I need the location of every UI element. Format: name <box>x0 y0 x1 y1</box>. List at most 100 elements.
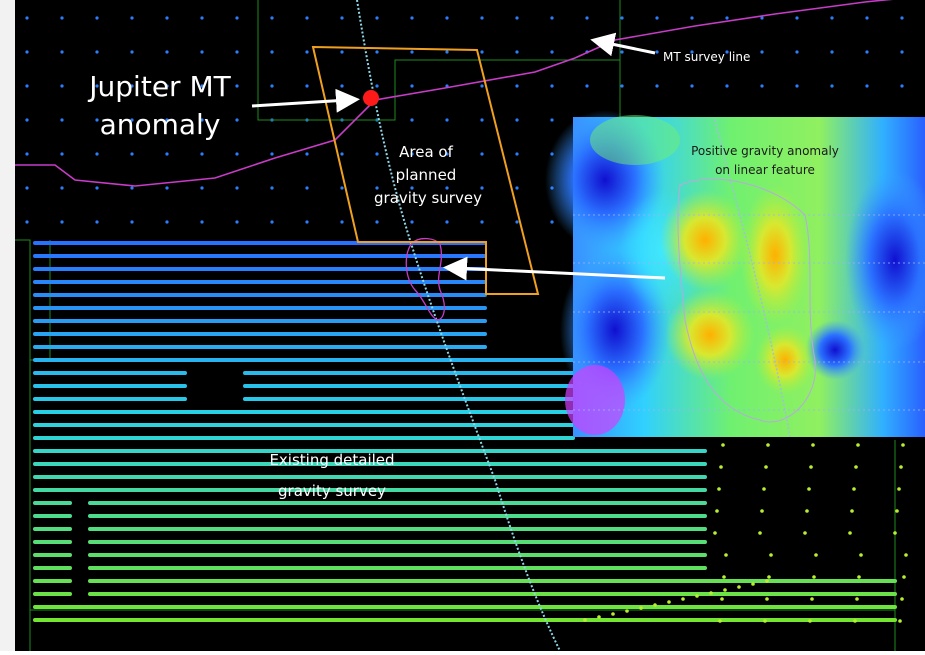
station-dot <box>814 553 818 557</box>
station-dot <box>60 152 64 156</box>
station-dot <box>165 84 169 88</box>
gravity-anomaly-inset <box>545 110 925 438</box>
station-dot <box>655 50 659 54</box>
station-dot <box>850 509 854 513</box>
station-dot <box>480 84 484 88</box>
station-dot <box>445 16 449 20</box>
station-dot <box>95 186 99 190</box>
station-dot <box>809 465 813 469</box>
station-dot <box>585 16 589 20</box>
station-dot <box>410 50 414 54</box>
station-dot <box>795 16 799 20</box>
station-dot <box>767 575 771 579</box>
station-dot <box>550 16 554 20</box>
station-dot <box>760 509 764 513</box>
station-dot <box>410 152 414 156</box>
station-dot <box>765 579 769 583</box>
mt-survey-line-label: MT survey line <box>663 50 750 64</box>
station-dot <box>723 588 727 592</box>
station-dot <box>853 619 857 623</box>
gravity-map: Jupiter MT anomaly MT survey line Area o… <box>15 0 925 652</box>
station-dot <box>305 152 309 156</box>
station-dot <box>620 16 624 20</box>
station-dot <box>515 16 519 20</box>
station-dot <box>760 16 764 20</box>
station-dot <box>893 531 897 535</box>
planned-area-label-line3: gravity survey <box>374 189 482 207</box>
station-dot <box>340 50 344 54</box>
station-dot <box>758 531 762 535</box>
station-dot <box>235 16 239 20</box>
station-dot <box>583 618 587 622</box>
station-dot <box>95 84 99 88</box>
station-dot <box>690 16 694 20</box>
station-dot <box>795 84 799 88</box>
station-dot <box>375 152 379 156</box>
station-dot <box>550 220 554 224</box>
station-dot <box>898 619 902 623</box>
station-dot <box>445 50 449 54</box>
station-dot <box>639 606 643 610</box>
station-dot <box>515 50 519 54</box>
station-dot <box>830 84 834 88</box>
station-dot <box>765 597 769 601</box>
station-dot <box>900 50 904 54</box>
station-dot <box>95 118 99 122</box>
station-dot <box>95 50 99 54</box>
station-dot <box>795 50 799 54</box>
station-dot <box>270 16 274 20</box>
station-dot <box>235 152 239 156</box>
station-dot <box>515 152 519 156</box>
station-dot <box>270 152 274 156</box>
station-dot <box>550 118 554 122</box>
station-dot <box>550 50 554 54</box>
station-dot <box>857 575 861 579</box>
station-dot <box>95 16 99 20</box>
planned-area-label-line1: Area of <box>399 143 453 161</box>
station-dot <box>751 582 755 586</box>
station-dot <box>900 597 904 601</box>
station-dot <box>808 619 812 623</box>
station-dot <box>410 186 414 190</box>
station-dot <box>764 465 768 469</box>
station-dot <box>812 575 816 579</box>
jupiter-label-line2: anomaly <box>100 108 221 141</box>
station-dot <box>620 84 624 88</box>
station-dot <box>597 615 601 619</box>
existing-survey-label-line1: Existing detailed <box>269 451 394 469</box>
station-dot <box>550 84 554 88</box>
station-dot <box>865 50 869 54</box>
station-dot <box>724 553 728 557</box>
station-dot <box>854 465 858 469</box>
station-dot <box>305 84 309 88</box>
station-dot <box>200 220 204 224</box>
station-dot <box>270 220 274 224</box>
station-dot <box>375 16 379 20</box>
station-dot <box>690 50 694 54</box>
station-dot <box>769 553 773 557</box>
station-dot <box>165 186 169 190</box>
station-dot <box>737 585 741 589</box>
station-dot <box>859 553 863 557</box>
station-dot <box>830 16 834 20</box>
station-dot <box>803 531 807 535</box>
station-dot <box>717 487 721 491</box>
station-dot <box>900 84 904 88</box>
positive-anomaly-label-line1: Positive gravity anomaly <box>691 144 839 158</box>
station-dot <box>25 16 29 20</box>
station-dot <box>375 220 379 224</box>
station-dot <box>200 50 204 54</box>
station-dot <box>480 16 484 20</box>
station-dot <box>270 84 274 88</box>
station-dot <box>445 152 449 156</box>
station-dot <box>130 152 134 156</box>
station-dot <box>60 220 64 224</box>
station-dot <box>130 84 134 88</box>
station-dot <box>340 220 344 224</box>
station-dot <box>340 84 344 88</box>
station-dot <box>305 16 309 20</box>
existing-gravity-survey-lines <box>33 241 897 622</box>
station-dot <box>719 465 723 469</box>
station-dot <box>165 152 169 156</box>
station-dot <box>60 118 64 122</box>
